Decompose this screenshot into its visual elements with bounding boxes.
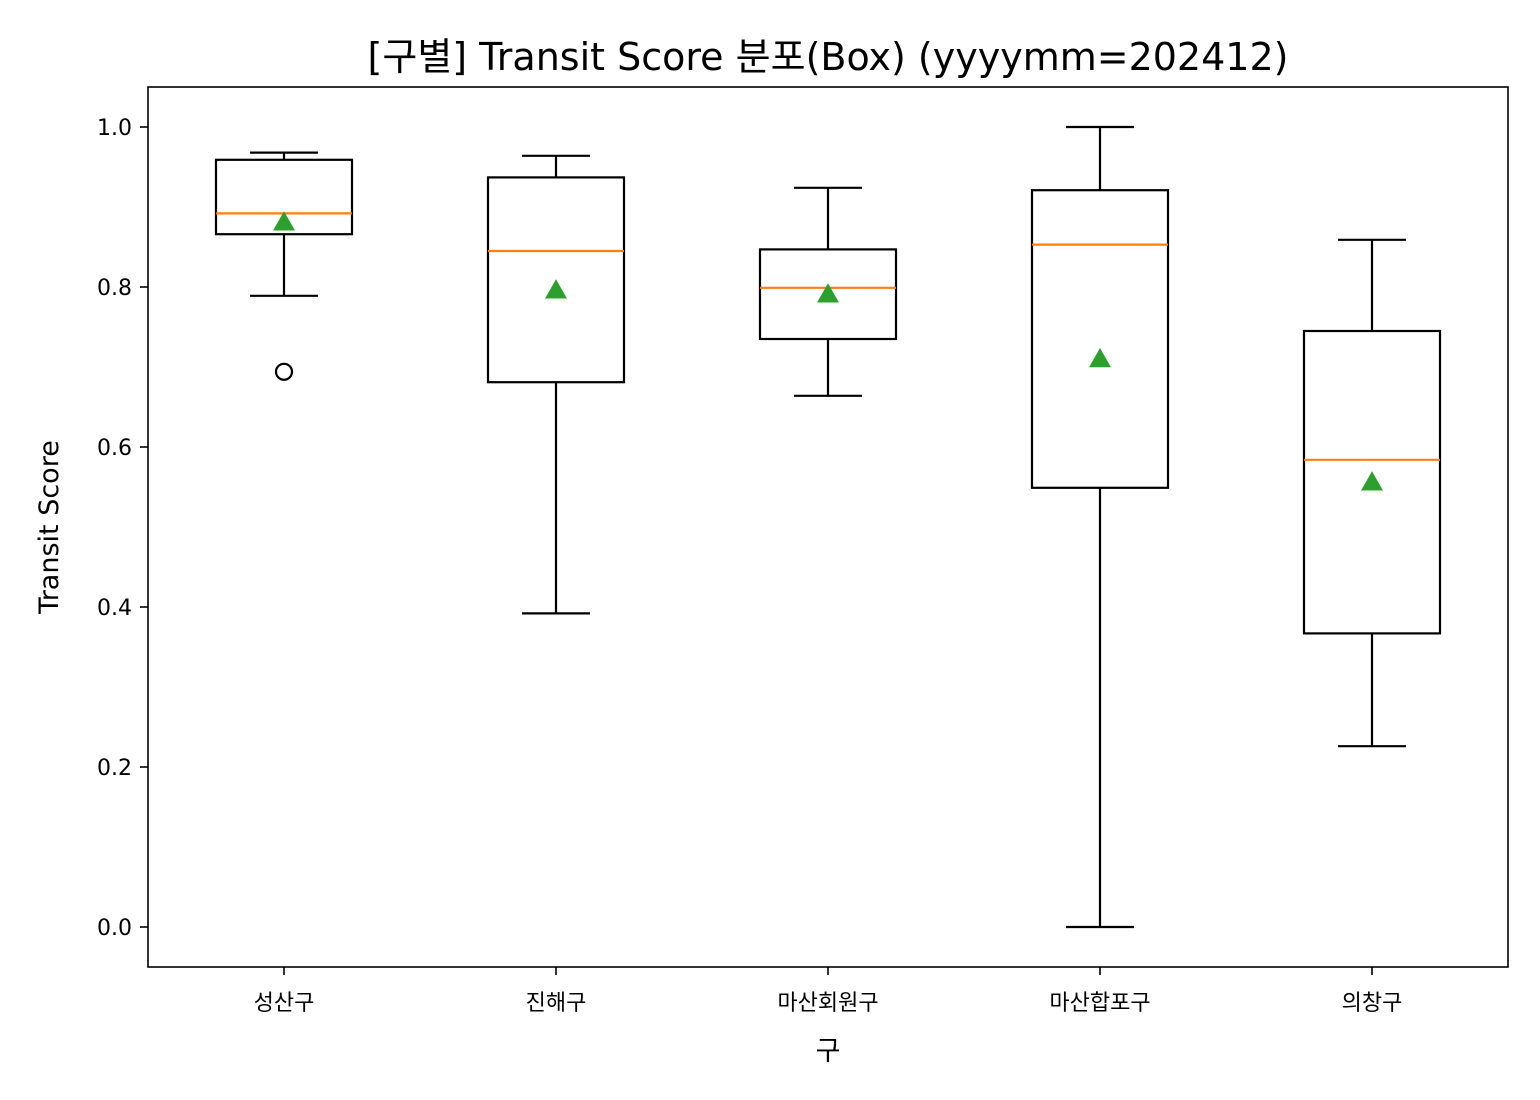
box-iqr (1302, 329, 1442, 635)
outlier-point (274, 362, 294, 381)
box-group-5 (1302, 238, 1442, 748)
y-axis-label: Transit Score (34, 440, 65, 615)
x-tick-label: 성산구 (254, 991, 315, 1016)
box-iqr (1030, 189, 1170, 489)
mean-marker (1361, 471, 1383, 491)
x-tick-label: 진해구 (526, 991, 587, 1016)
y-tick-label: 0.2 (97, 756, 132, 781)
x-axis: 성산구 진해구 마산회원구 마산합포구 의창구 (254, 967, 1403, 1016)
box-group-1 (214, 151, 354, 381)
y-tick-label: 0.8 (97, 276, 132, 301)
plot-area (214, 125, 1442, 929)
box-group-3 (758, 186, 898, 397)
box-group-2 (486, 154, 626, 615)
box-iqr (758, 248, 898, 341)
y-axis: 0.0 0.2 0.4 0.6 0.8 1.0 (97, 116, 148, 941)
y-tick-label: 0.6 (97, 436, 132, 461)
box-group-4 (1030, 125, 1170, 929)
x-tick-label: 마산회원구 (777, 991, 878, 1016)
x-axis-label: 구 (816, 1036, 841, 1067)
box-iqr (486, 176, 626, 384)
y-tick-label: 0.4 (97, 596, 132, 621)
mean-marker (817, 283, 839, 303)
x-tick-label: 의창구 (1342, 991, 1403, 1016)
mean-marker (545, 279, 567, 299)
mean-marker (273, 211, 295, 231)
box-iqr (214, 158, 354, 236)
y-tick-label: 1.0 (97, 116, 132, 141)
y-tick-label: 0.0 (97, 916, 132, 941)
mean-marker (1089, 348, 1111, 368)
chart-title: [구별] Transit Score 분포(Box) (yyyymm=20241… (368, 35, 1289, 79)
x-tick-label: 마산합포구 (1049, 991, 1150, 1016)
